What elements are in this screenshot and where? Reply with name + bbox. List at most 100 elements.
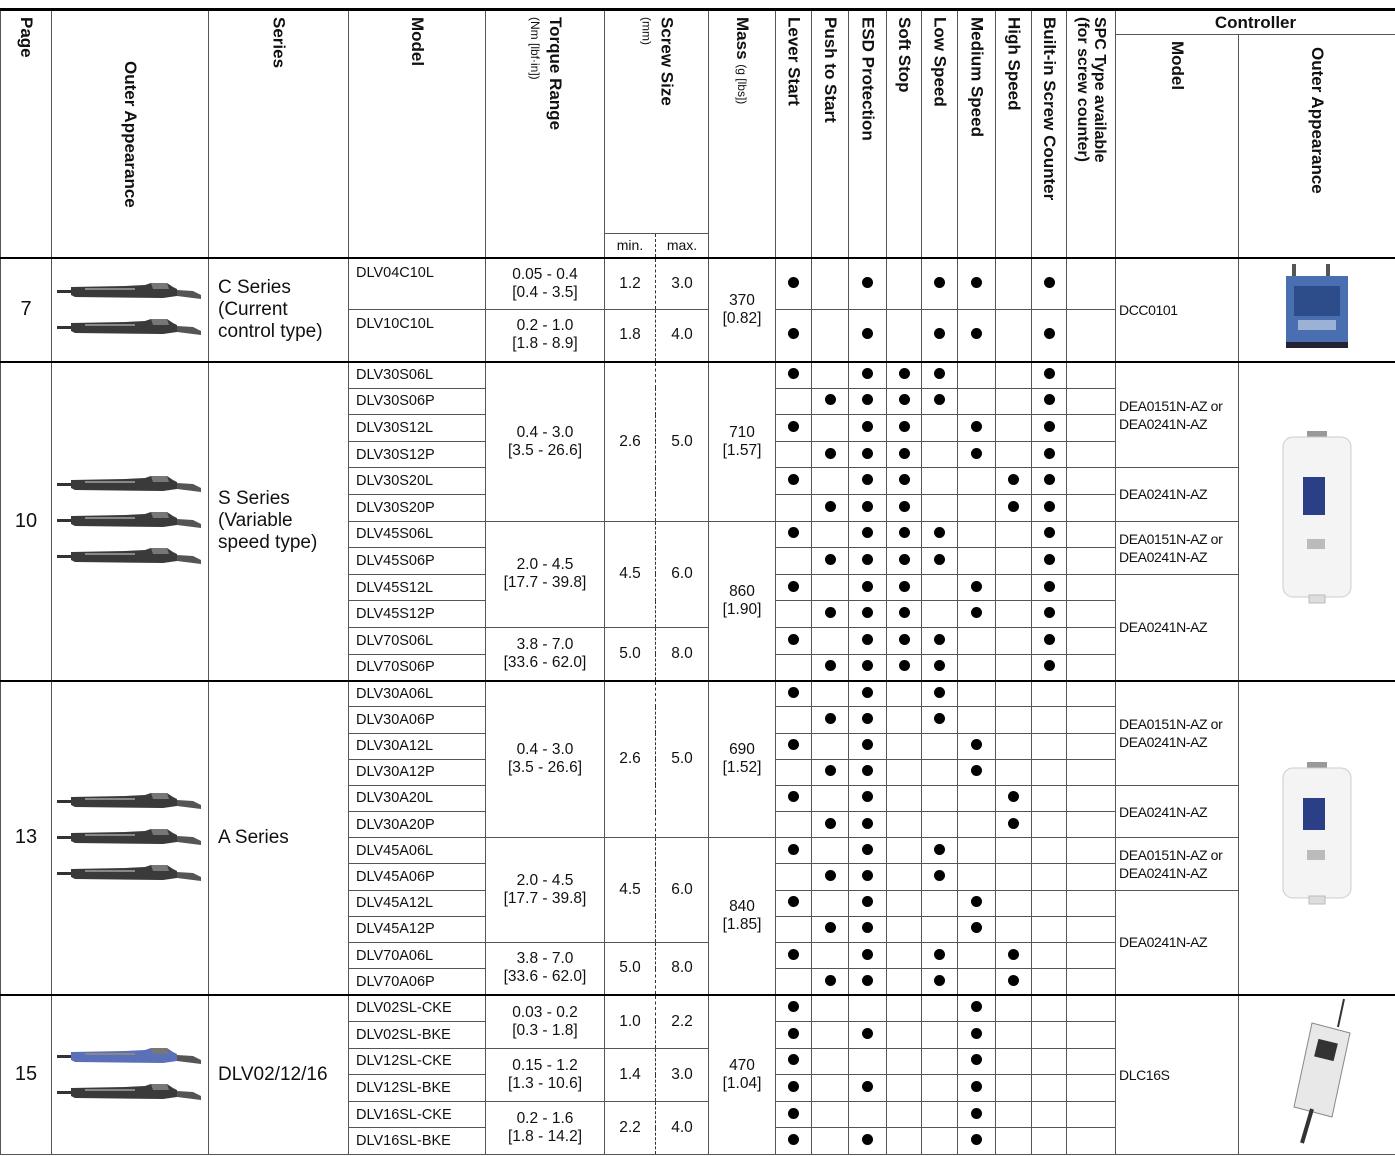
feature-dot [862,368,873,380]
text-line: S Series [218,488,290,510]
torque-cell: 3.8 - 7.0 [33.6 - 62.0] [485,941,605,996]
feature-cell [775,941,812,970]
feature-cell [775,387,812,416]
text-line: A Series [218,826,289,848]
table-row: DLV02SL-BKE [1,1020,1395,1049]
feature-cell [957,493,996,522]
feature-cell [811,547,849,575]
feature-cell [921,440,958,469]
feature-dot [1008,948,1019,960]
feature-dot [898,660,910,672]
feature-cell [995,1074,1032,1102]
feature-cell [1031,837,1067,865]
feature-cell [886,679,922,708]
feature-cell [886,520,922,549]
feature-cell [957,309,996,362]
text-line: 860 [729,582,755,600]
feature-cell [811,679,849,708]
feature-cell [848,784,887,813]
model-cell: DLV70S06P [348,653,486,682]
feature-dot [1043,420,1055,432]
screw-max: 8.0 [655,941,709,996]
feature-cell [1066,758,1116,786]
page-cell: 15 [0,993,52,1155]
feature-cell [811,493,849,522]
feature-cell [957,915,996,944]
feature-cell [811,256,849,310]
feature-dot [1043,368,1055,380]
feature-cell [921,811,958,839]
header-torque-unit: (Nm [lbf·in]) [528,17,542,80]
feature-cell [811,993,849,1022]
feature-cell [921,467,958,495]
feature-cell [1031,414,1067,442]
text-line: [0.82] [722,309,762,327]
text-line: DLV02/12/16 [218,1063,328,1085]
feature-cell [957,573,996,602]
header-cell: Outer Appearance [51,9,209,258]
feature-cell [1031,863,1067,891]
feature-cell [921,993,958,1022]
feature-dot [862,712,873,724]
screw-max: 2.2 [655,993,709,1049]
series-cell: S Series (Variable speed type) [208,360,349,682]
screw-min: 1.8 [604,309,656,362]
feature-cell [811,600,849,628]
feature-dot [824,660,836,672]
feature-dot [971,447,982,459]
feature-dot [862,1134,873,1146]
text-line: [33.6 - 62.0] [503,968,587,986]
feature-cell [775,784,812,813]
page-cell: 7 [0,256,52,362]
table-row: DLV45A06L 2.0 - 4.5 [17.7 - 39.8] 4.5 6.0 840… [1,837,1395,996]
feature-dot [824,500,836,512]
text-line: [1.04] [722,1074,762,1092]
model-cell: DLV30A06P [348,706,486,734]
feature-cell [886,387,922,416]
feature-cell [1031,1074,1067,1102]
feature-cell [921,941,958,970]
feature-cell [957,360,996,389]
header-outer-appearance: Outer Appearance [121,60,140,208]
feature-dot [788,1107,799,1119]
text-line: [1.8 - 8.9] [512,335,578,353]
tool-images-cell [51,256,209,362]
text-line: DEA0241N-AZ [1119,734,1208,751]
feature-dot [788,420,799,432]
feature-dot [934,712,945,724]
feature-cell [848,679,887,708]
feature-cell [1066,387,1116,416]
model-cell: DLV30A20L [348,784,486,813]
table-row: DLV30A20P [1,811,1395,839]
feature-cell [995,758,1032,786]
feature-cell [957,758,996,786]
feature-cell [886,758,922,786]
model-cell: DLV45S06P [348,547,486,575]
controller-image [1286,264,1348,348]
feature-cell [775,1100,812,1129]
feature-cell [848,547,887,575]
series-cell: C Series (Current control type) [208,256,349,362]
feature-dot [1043,394,1055,406]
feature-cell [1066,1100,1116,1129]
torque-cell: 3.8 - 7.0 [33.6 - 62.0] [485,626,605,682]
feature-cell [811,1047,849,1076]
feature-cell [811,837,849,865]
feature-cell [848,993,887,1022]
feature-dot [971,420,982,432]
screw-min: 2.6 [604,360,656,522]
text-line: 0.15 - 1.2 [512,1056,578,1074]
feature-cell [957,863,996,891]
header-cell: Screw Size (mm) [604,9,709,234]
feature-cell [811,573,849,602]
feature-cell [1066,309,1116,362]
feature-cell [957,679,996,708]
feature-cell [921,360,958,389]
feature-dot [862,580,873,592]
feature-cell [1066,520,1116,549]
feature-cell [1031,573,1067,602]
feature-cell [848,653,887,682]
feature-dot [1043,447,1055,459]
header-cell: Model [1115,34,1239,258]
feature-cell [848,889,887,917]
